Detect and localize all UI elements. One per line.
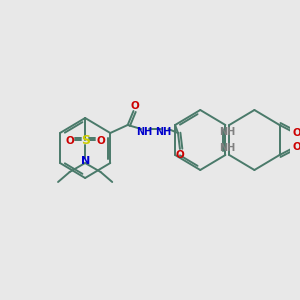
Text: NH: NH: [136, 127, 152, 137]
Text: O: O: [96, 136, 105, 146]
Text: NH: NH: [219, 127, 236, 137]
Text: O: O: [130, 101, 139, 111]
Text: O: O: [292, 128, 300, 138]
Text: N: N: [80, 156, 90, 166]
Text: O: O: [292, 142, 300, 152]
Text: NH: NH: [155, 127, 172, 137]
Text: O: O: [65, 136, 74, 146]
Text: S: S: [81, 134, 90, 148]
Text: O: O: [176, 150, 184, 160]
Text: NH: NH: [219, 143, 236, 153]
